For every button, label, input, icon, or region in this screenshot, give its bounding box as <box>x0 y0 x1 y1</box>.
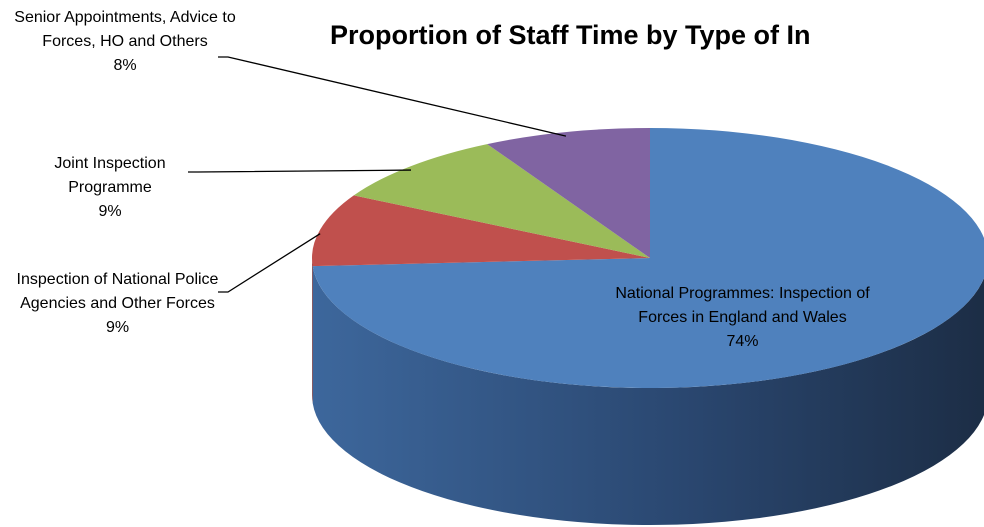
slice-value: 9% <box>105 319 130 336</box>
slice-category: Joint Inspection Programme <box>54 155 166 196</box>
slice-category: Inspection of National Police Agencies a… <box>16 271 219 312</box>
leader-line <box>218 233 321 293</box>
leader-line <box>218 56 567 137</box>
pie-slice <box>312 195 650 267</box>
pie-slice-side <box>312 266 984 525</box>
slice-category: Senior Appointments, Advice to Forces, H… <box>14 9 236 50</box>
slice-value: 74% <box>726 333 759 350</box>
chart-title: Proportion of Staff Time by Type of In <box>330 20 811 50</box>
pie-slice-side <box>312 258 313 404</box>
leader-lines <box>188 56 567 293</box>
pie-sides <box>312 258 984 525</box>
pie-tops <box>312 128 984 388</box>
leader-line <box>188 169 412 173</box>
slice-category: National Programmes: Inspection of Force… <box>615 285 870 326</box>
pie-slice <box>487 128 650 258</box>
pie-slice <box>312 128 984 388</box>
slice-label: Joint Inspection Programme 9% <box>20 152 200 224</box>
slice-value: 9% <box>98 203 122 220</box>
slice-label: Inspection of National Police Agencies a… <box>5 268 230 340</box>
slice-label: National Programmes: Inspection of Force… <box>610 282 875 354</box>
pie-slice <box>353 144 650 258</box>
slice-label: Senior Appointments, Advice to Forces, H… <box>10 6 240 78</box>
slice-value: 8% <box>113 57 137 74</box>
